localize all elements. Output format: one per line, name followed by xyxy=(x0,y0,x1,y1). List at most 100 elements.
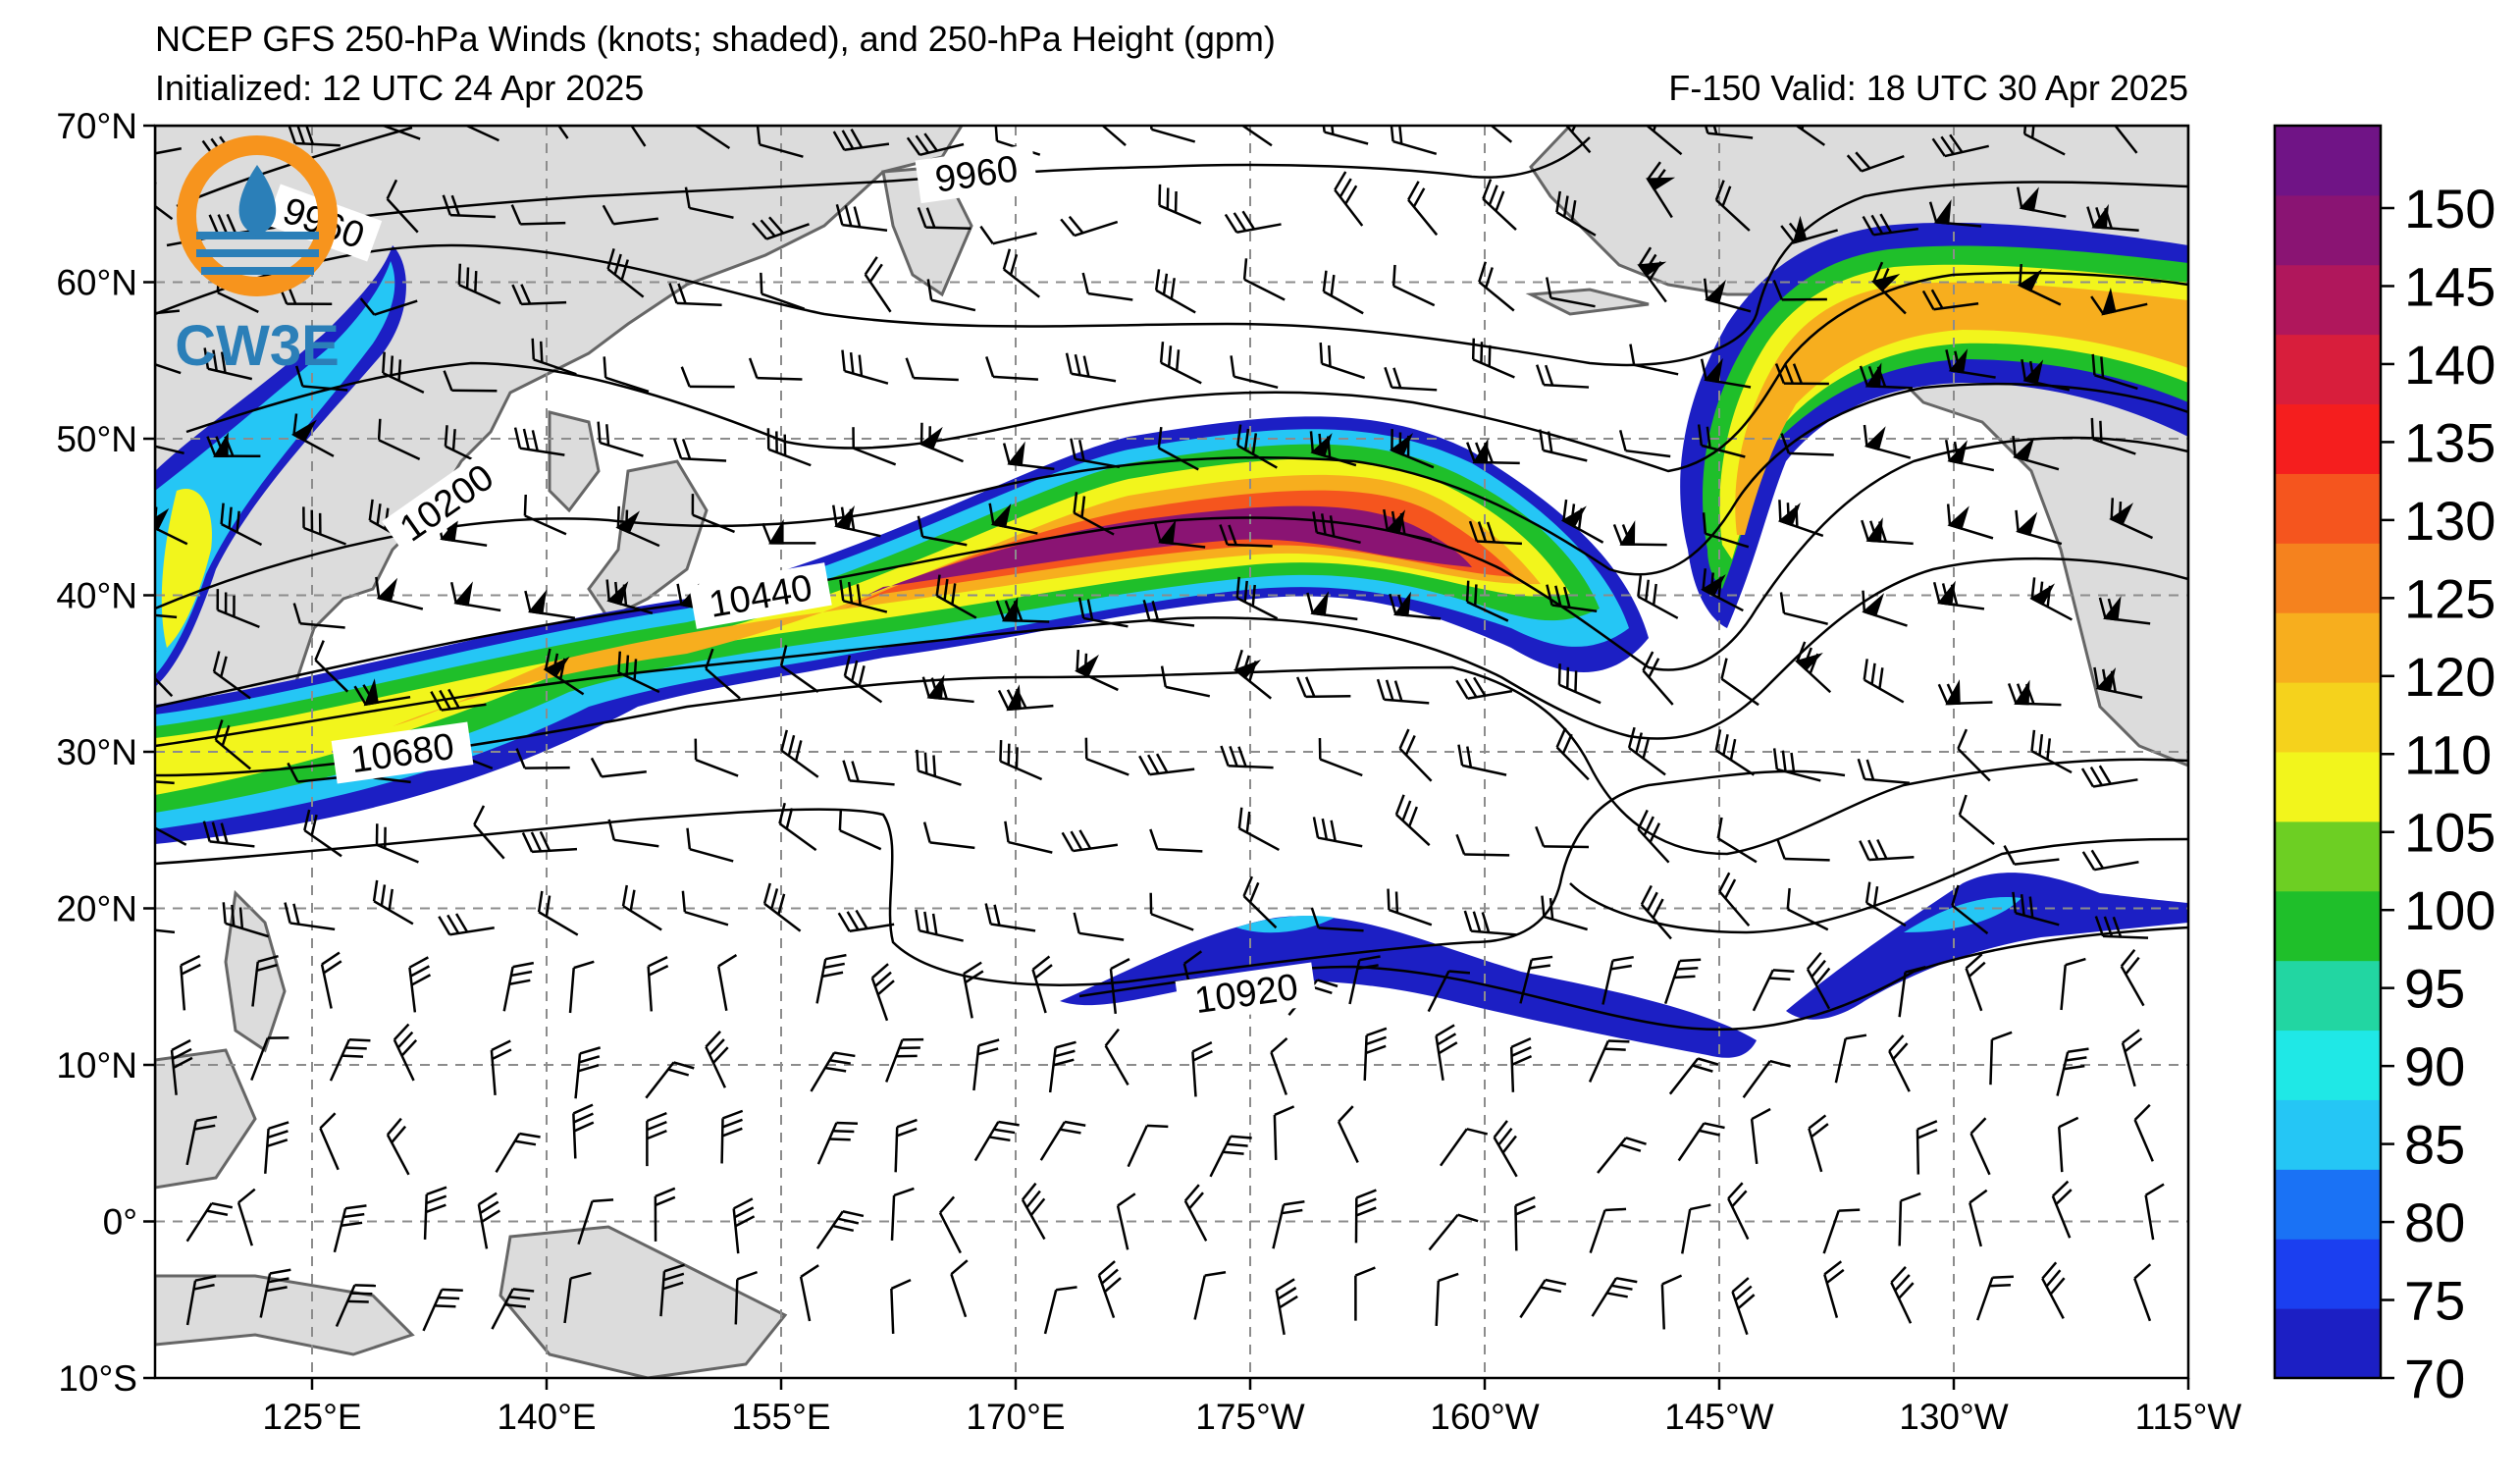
wind-barb xyxy=(1138,753,1195,776)
colorbar-label: 125 xyxy=(2404,567,2495,629)
wind-barb xyxy=(1322,270,1364,315)
wind-barb xyxy=(1519,955,1553,1004)
wind-barb xyxy=(705,1031,729,1088)
jet-main-145kt xyxy=(864,505,1472,597)
wind-barb xyxy=(423,1186,447,1240)
wind-barb xyxy=(999,740,1043,781)
wind-barb xyxy=(1618,430,1671,458)
wind-barb xyxy=(1555,190,1597,237)
wind-barb xyxy=(1629,344,1679,376)
wind-barb xyxy=(2056,1047,2089,1096)
wind-barb xyxy=(1318,738,1363,777)
wind-barb xyxy=(1219,524,1273,548)
wind-barb xyxy=(1468,520,1522,546)
wind-barb xyxy=(1560,499,1604,544)
wind-barb xyxy=(1334,171,1364,227)
wind-barb xyxy=(1921,289,1979,311)
colorbar-segment xyxy=(2275,960,2381,1032)
wind-barb xyxy=(1861,517,1914,546)
wind-barb xyxy=(302,506,346,546)
wind-barb xyxy=(1465,580,1509,622)
lon-label: 130°W xyxy=(1899,1397,2009,1437)
wind-barb xyxy=(1888,1034,1911,1092)
wind-barb xyxy=(1073,492,1115,536)
wind-barb xyxy=(2090,417,2136,455)
wind-barb xyxy=(890,1279,912,1334)
wind-barb xyxy=(597,421,644,457)
colorbar-label: 120 xyxy=(2404,646,2495,708)
wind-barb xyxy=(615,505,660,548)
wind-barb xyxy=(443,370,498,393)
contour-10560 xyxy=(155,556,2188,748)
jet-asia-branch-core xyxy=(161,489,212,648)
lon-label: 175°W xyxy=(1195,1397,1305,1437)
wind-barb xyxy=(408,956,432,1013)
wind-barb xyxy=(838,809,882,851)
wind-barb xyxy=(1750,1107,1771,1165)
wind-barb xyxy=(752,216,810,240)
wind-barb xyxy=(761,518,816,545)
wind-barb xyxy=(617,651,660,694)
wind-barb xyxy=(1070,438,1121,469)
wind-barb xyxy=(1153,519,1206,549)
wind-barb xyxy=(1363,1027,1388,1081)
wind-barb xyxy=(250,1036,289,1082)
wind-barb xyxy=(155,926,176,934)
wind-barb xyxy=(2012,891,2060,927)
wind-barb xyxy=(2133,1263,2152,1322)
wind-barb xyxy=(155,309,181,317)
wind-barb xyxy=(1475,126,1513,143)
wind-barb xyxy=(1772,748,1821,782)
wind-barb xyxy=(1808,1114,1829,1173)
colorbar-segment xyxy=(2275,334,2381,405)
wind-barb xyxy=(606,248,645,298)
wind-barb xyxy=(1946,503,1994,540)
wind-barb xyxy=(393,1023,418,1082)
wind-barb xyxy=(1065,352,1117,383)
wind-barb xyxy=(491,1288,535,1330)
wind-barb xyxy=(1898,966,1926,1018)
init-time: Initialized: 12 UTC 24 Apr 2025 xyxy=(155,68,645,108)
wind-barb xyxy=(202,821,255,848)
wind-barb xyxy=(1786,887,1829,931)
lat-label: 0° xyxy=(103,1202,137,1243)
wind-barb xyxy=(180,954,201,1011)
colorbar-label: 95 xyxy=(2404,958,2465,1020)
wind-barb xyxy=(2007,679,2062,707)
colorbar-label: 70 xyxy=(2404,1348,2465,1409)
colorbar-segment xyxy=(2275,194,2381,266)
wind-barb xyxy=(979,225,1037,245)
colorbar-segment xyxy=(2275,682,2381,753)
wind-barb xyxy=(1275,1278,1298,1336)
wind-barb xyxy=(1427,970,1471,1013)
wind-barb xyxy=(1863,424,1912,459)
jet-subtropical-west xyxy=(1060,916,1757,1058)
wind-barb xyxy=(603,356,650,394)
colorbar-segment xyxy=(2275,1169,2381,1240)
wind-barb xyxy=(287,762,343,783)
wind-barb xyxy=(375,823,419,864)
new-guinea xyxy=(499,1225,788,1378)
wind-barb xyxy=(1391,264,1436,307)
wind-barb xyxy=(1514,1195,1536,1251)
wind-barb xyxy=(1319,342,1366,380)
wind-barb xyxy=(1509,1036,1533,1092)
wind-barb xyxy=(917,515,968,547)
wind-barb xyxy=(694,738,739,777)
wind-barb xyxy=(621,884,662,931)
alaska-peninsula xyxy=(1525,288,1650,316)
wind-barb xyxy=(1398,728,1433,782)
wind-barb xyxy=(386,1117,410,1176)
wind-barb xyxy=(1387,888,1433,927)
wind-barb xyxy=(766,428,812,467)
wind-barb xyxy=(1890,1266,1915,1324)
colorbar-label: 150 xyxy=(2404,178,2495,239)
wind-barb xyxy=(1931,133,1989,158)
wind-barb xyxy=(353,678,411,707)
colorbar-segment xyxy=(2275,1099,2381,1170)
wind-barb xyxy=(449,581,501,612)
wind-barb xyxy=(1806,951,1831,1010)
wind-barb xyxy=(1002,441,1055,471)
wind-barb xyxy=(1075,650,1119,692)
